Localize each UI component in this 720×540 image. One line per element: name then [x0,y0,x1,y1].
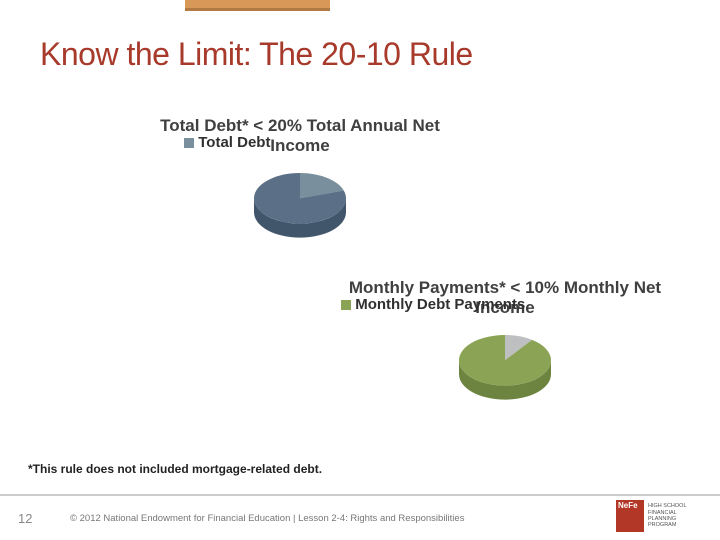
top-accent-bar-shadow [185,8,330,11]
chart2-legend: Monthly Debt Payments [341,296,525,313]
slide-title: Know the Limit: The 20-10 Rule [40,36,473,73]
copyright: © 2012 National Endowment for Financial … [70,513,464,524]
chart2-title-line1: Monthly Payments* < 10% Monthly Net [349,278,661,297]
chart2-title: Monthly Payments* < 10% Monthly Net Mont… [290,278,720,317]
chart1-pie [250,169,350,242]
chart1-title: Total Debt* < 20% Total Annual Net Total… [110,116,490,155]
nefe-logo-mark [616,500,644,532]
chart1-title-line1: Total Debt* < 20% Total Annual Net [160,116,440,135]
chart-total-debt: Total Debt* < 20% Total Annual Net Total… [110,116,490,247]
chart1-legend: Total Debt [184,134,270,151]
chart2-legend-swatch [341,300,351,310]
top-accent-bar [185,0,330,8]
nefe-logo: HIGH SCHOOLFINANCIALPLANNINGPROGRAM [616,500,706,536]
chart1-pie-wrap [110,169,490,247]
chart-monthly-payments: Monthly Payments* < 10% Monthly Net Mont… [290,278,720,409]
chart1-title-line2: Income [270,136,330,155]
chart1-legend-label: Total Debt [198,134,270,151]
chart2-legend-label: Monthly Debt Payments [355,296,525,313]
page-number: 12 [18,511,32,526]
nefe-logo-text: HIGH SCHOOLFINANCIALPLANNINGPROGRAM [648,503,687,528]
chart1-legend-swatch [184,138,194,148]
chart2-pie-wrap [290,331,720,409]
footer-bar: 12 © 2012 National Endowment for Financi… [0,494,720,540]
chart2-pie [455,331,555,404]
footnote: *This rule does not included mortgage-re… [28,462,322,476]
